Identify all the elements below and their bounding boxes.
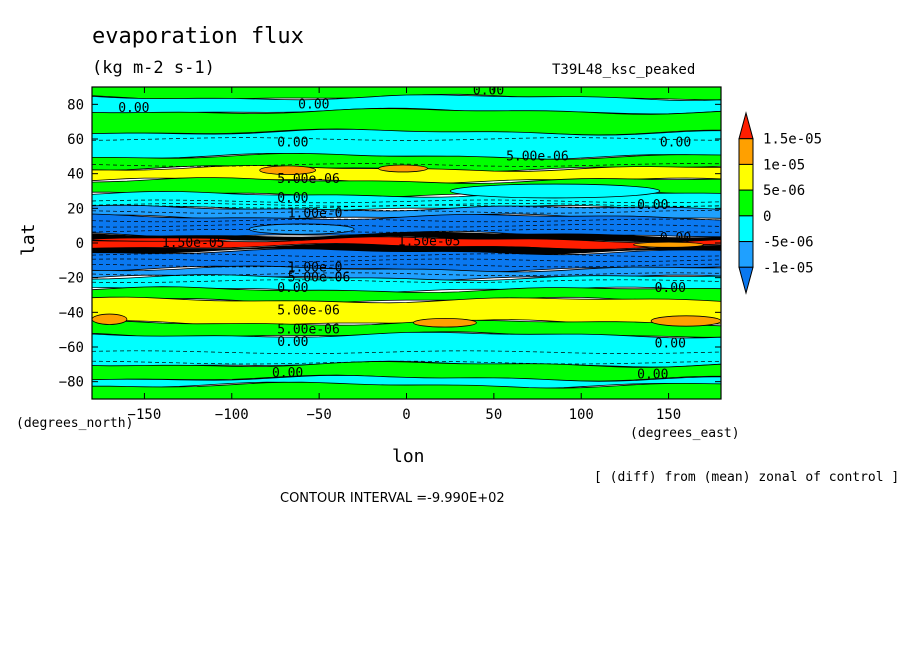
contour-label: 0.00 xyxy=(298,97,329,112)
x-tick-label: −100 xyxy=(215,407,249,423)
patch-orange xyxy=(259,165,317,175)
contour-label: 0.00 xyxy=(277,335,308,350)
band-red xyxy=(92,236,721,250)
x-tick-label: 150 xyxy=(656,407,681,423)
patch-orange xyxy=(413,317,477,328)
contour-label: 0.00 xyxy=(277,191,308,206)
contour-fill-group: 0.00 0.000.000.00 0.005.00e-065.00e-060.00… xyxy=(92,83,721,399)
colorbar-label: 1.5e-05 xyxy=(763,132,822,148)
colorbar-segment xyxy=(738,138,754,165)
contour-label: 0.00 xyxy=(118,101,149,116)
chart-title: evaporation flux xyxy=(92,24,304,49)
patch-orange xyxy=(650,315,721,327)
patch-blue xyxy=(248,223,355,235)
colorbar-segment xyxy=(738,189,754,217)
diff-note: [ (diff) from (mean) zonal of control ] xyxy=(594,470,900,485)
colorbar-label: -5e-06 xyxy=(763,235,814,251)
contour-label: 0.00 xyxy=(637,198,668,213)
y-tick-label: −80 xyxy=(59,375,84,391)
contour-label: 1.50e-05 xyxy=(162,236,225,251)
contour-label: 5.00e-06 xyxy=(288,271,351,286)
x-tick-label: 50 xyxy=(485,407,502,423)
colorbar-label: 1e-05 xyxy=(763,157,805,173)
band-black xyxy=(92,243,721,255)
contour-label: 0.00 xyxy=(660,135,691,150)
contour-label: 0.00 xyxy=(277,281,308,296)
x-tick-label: 0 xyxy=(402,407,410,423)
experiment-label: T39L48_ksc_peaked xyxy=(552,62,696,78)
band-green xyxy=(92,381,721,399)
contour-label: 0.00 xyxy=(272,366,303,381)
x-tick-label: −50 xyxy=(306,407,331,423)
band-cyan xyxy=(92,331,721,368)
y-tick-label: −60 xyxy=(59,340,84,356)
colorbar-arrow-bottom xyxy=(738,266,754,295)
patch-cyan xyxy=(449,183,661,199)
patch-red xyxy=(92,237,233,242)
band-green xyxy=(92,319,721,338)
contour-label: 0.00 xyxy=(637,368,668,383)
x-tick-label: −150 xyxy=(128,407,162,423)
contour-label: 5.00e-06 xyxy=(506,149,569,164)
y-tick-label: −40 xyxy=(59,305,84,321)
contour-label: 1.00e-0 xyxy=(288,207,343,222)
y-tick-label: 40 xyxy=(67,167,84,183)
y-tick-label: 60 xyxy=(67,132,84,148)
y-unit-label: (degrees_north) xyxy=(16,416,134,431)
band-green xyxy=(92,108,721,136)
contour-label: 1.00e-0 xyxy=(288,260,343,275)
y-tick-label: 80 xyxy=(67,97,84,113)
contour-label: 0.00 xyxy=(473,83,504,98)
colorbar-segment xyxy=(738,163,754,191)
colorbar-arrow-top xyxy=(738,111,754,140)
colorbar-label: -1e-05 xyxy=(763,260,814,276)
contour-label: 5.00e-06 xyxy=(277,304,340,319)
colorbar-segment xyxy=(738,241,754,268)
band-green xyxy=(92,361,721,382)
chart-units: (kg m-2 s-1) xyxy=(92,58,215,78)
colorbar-label: 0 xyxy=(763,209,771,225)
contour-label: 5.00e-06 xyxy=(277,172,340,187)
x-axis-label: lon xyxy=(392,446,425,467)
contour-label: 5.00e-06 xyxy=(277,323,340,338)
contour-label: 0.00 xyxy=(277,135,308,150)
band-yellow xyxy=(92,296,721,327)
y-tick-label: 0 xyxy=(76,236,84,252)
contour-interval: CONTOUR INTERVAL =-9.990E+02 xyxy=(280,491,505,506)
patch-orange xyxy=(633,241,704,248)
patch-orange xyxy=(92,313,128,325)
contour-label: 0.00 xyxy=(655,281,686,296)
y-tick-label: 20 xyxy=(67,201,84,217)
contour-label: 1.50e-05 xyxy=(398,234,461,249)
y-tick-label: −20 xyxy=(59,271,84,287)
contour-label: 0.00 xyxy=(660,231,691,246)
colorbar-segment xyxy=(738,215,754,243)
colorbar-label: 5e-06 xyxy=(763,183,805,199)
patch-orange xyxy=(378,164,428,173)
band-blue xyxy=(92,265,721,282)
band-deep_blue xyxy=(92,213,721,238)
x-unit-label: (degrees_east) xyxy=(630,426,740,441)
contour-label: 0.00 xyxy=(655,337,686,352)
band-cyan xyxy=(92,94,721,115)
y-axis-label: lat xyxy=(18,223,39,256)
x-tick-label: 100 xyxy=(569,407,594,423)
